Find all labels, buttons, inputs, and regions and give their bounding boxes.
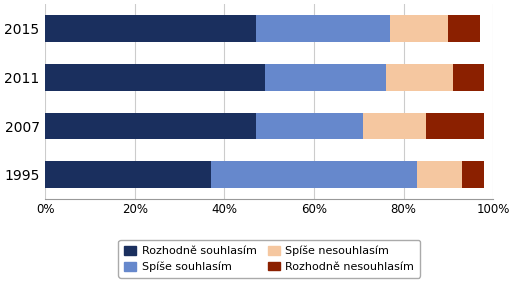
Bar (255, 113, 363, 139)
Bar (462, 161, 484, 188)
Bar (45, 15, 255, 42)
Bar (390, 15, 448, 42)
Bar (45, 113, 255, 139)
Bar (386, 64, 453, 91)
Bar (453, 64, 484, 91)
Bar (255, 15, 390, 42)
Bar (45, 161, 211, 188)
Bar (363, 113, 426, 139)
Bar (417, 161, 462, 188)
Bar (211, 161, 417, 188)
Bar (45, 64, 265, 91)
Bar (448, 15, 480, 42)
Bar (265, 64, 386, 91)
Legend: Rozhodně souhlasím, Spíše souhlasím, Spíše nesouhlasím, Rozhodně nesouhlasím: Rozhodně souhlasím, Spíše souhlasím, Spí… (118, 240, 420, 277)
Bar (426, 113, 484, 139)
